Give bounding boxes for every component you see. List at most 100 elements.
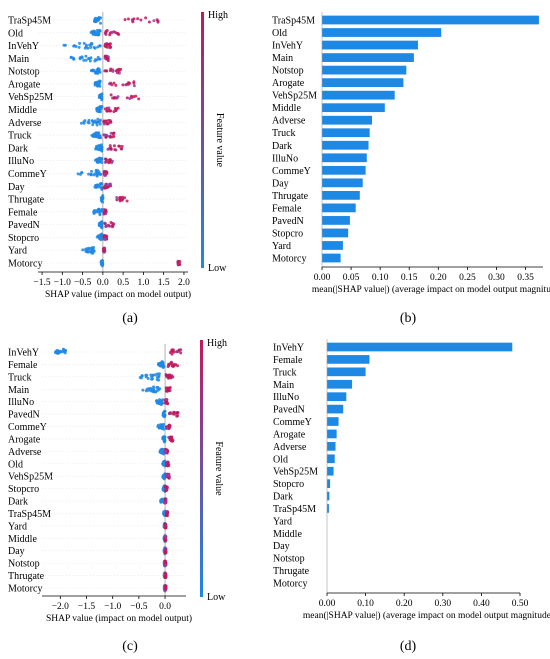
feature-label: Middle: [8, 534, 37, 545]
shap-point: [100, 262, 104, 266]
x-tick-label: 2.0: [178, 278, 190, 288]
shap-point: [152, 387, 156, 391]
shap-point: [155, 378, 159, 382]
shap-point: [103, 107, 107, 111]
feature-label: Stopcro: [273, 479, 304, 490]
shap-point: [149, 373, 153, 377]
feature-label: IlluNo: [8, 397, 34, 408]
shap-point: [162, 363, 166, 367]
shap-point: [159, 500, 163, 504]
shap-point: [156, 424, 160, 428]
feature-label: Truck: [8, 372, 32, 383]
shap-point: [81, 248, 85, 252]
shap-point: [108, 144, 112, 148]
shap-point: [115, 198, 119, 202]
shap-point: [160, 497, 164, 501]
shap-point: [97, 80, 101, 84]
shap-point: [98, 70, 102, 74]
shap-point: [158, 450, 162, 454]
feature-label: Truck: [273, 367, 297, 378]
shap-point: [176, 414, 180, 418]
x-tick-label: −1.5: [78, 602, 95, 612]
shap-point: [99, 181, 103, 185]
shap-point: [163, 449, 167, 453]
shap-point: [152, 19, 156, 23]
shap-point: [99, 21, 103, 25]
shap-point: [163, 587, 167, 591]
shap-point: [83, 46, 87, 50]
bar: [322, 228, 349, 238]
shap-point: [164, 547, 168, 551]
shap-point: [112, 81, 116, 85]
shap-point: [112, 96, 116, 100]
shap-point: [94, 131, 98, 135]
bar: [327, 417, 339, 426]
bar: [322, 216, 350, 225]
shap-point: [172, 410, 176, 414]
bar: [322, 103, 385, 113]
shap-point: [88, 43, 92, 47]
feature-label: Main: [273, 380, 294, 391]
shap-point: [149, 386, 153, 390]
shap-point: [104, 157, 108, 161]
shap-point: [89, 45, 93, 49]
shap-point: [98, 172, 102, 176]
shap-point: [176, 364, 180, 368]
shap-point: [113, 148, 117, 152]
shap-point: [98, 44, 102, 48]
shap-point: [100, 199, 104, 203]
feature-label: CommeY: [272, 166, 311, 177]
shap-point: [164, 473, 168, 477]
feature-label: PavedN: [273, 405, 305, 416]
x-tick-label: 0.00: [319, 599, 336, 609]
shap-point: [93, 172, 97, 176]
feature-label: CommeY: [8, 422, 47, 433]
shap-point: [98, 28, 102, 32]
shap-point: [165, 486, 169, 490]
shap-point: [132, 95, 136, 99]
feature-label: Old: [8, 28, 23, 39]
shap-point: [82, 58, 86, 62]
feature-label: Thrugate: [273, 566, 310, 577]
shap-point: [120, 144, 124, 148]
colorbar-high-label: High: [207, 338, 227, 349]
feature-label: Thrugate: [8, 571, 45, 582]
shap-point: [104, 119, 108, 123]
shap-point: [115, 71, 119, 75]
feature-label: Dark: [8, 143, 28, 154]
shap-point: [106, 57, 110, 61]
feature-label: Adverse: [8, 447, 42, 458]
shap-point: [93, 59, 97, 63]
shap-point: [132, 84, 136, 88]
feature-label: IlluNo: [8, 156, 34, 167]
shap-point: [96, 55, 100, 59]
x-tick-label: −1.0: [54, 278, 71, 288]
colorbar-high-label: High: [208, 10, 228, 21]
shap-point: [172, 350, 176, 354]
x-tick-label: −0.5: [74, 278, 91, 288]
shap-point: [82, 41, 86, 45]
shap-point: [162, 488, 166, 492]
shap-point: [62, 43, 66, 47]
feature-label: Adverse: [273, 442, 307, 453]
bar: [322, 128, 370, 138]
shap-point: [114, 107, 118, 111]
feature-label: Middle: [273, 529, 302, 540]
feature-label: Motorcy: [8, 584, 42, 595]
shap-point: [91, 69, 95, 73]
shap-point: [98, 159, 102, 163]
shap-point: [88, 59, 92, 63]
x-tick-label: 0.5: [117, 278, 129, 288]
shap-point: [98, 84, 102, 88]
shap-point: [97, 207, 101, 211]
shap-point: [108, 42, 112, 46]
feature-label: Old: [273, 454, 288, 465]
shap-point: [177, 260, 181, 264]
feature-label: InVehY: [273, 343, 304, 354]
shap-point: [84, 43, 88, 47]
shap-point: [102, 170, 106, 174]
shap-point: [164, 561, 168, 565]
shap-point: [105, 122, 109, 126]
